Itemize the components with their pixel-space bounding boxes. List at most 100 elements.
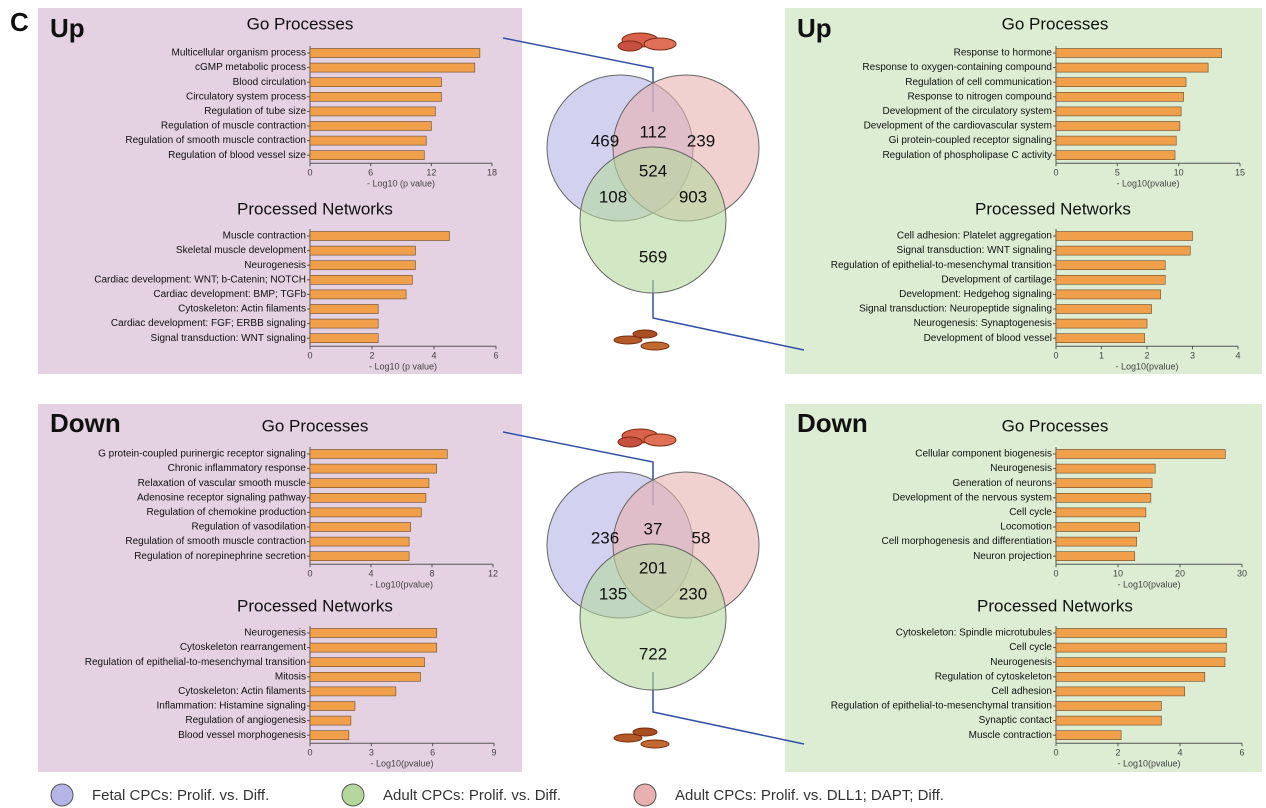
x-tick-label: 0	[1053, 168, 1058, 178]
category-label: Neurogenesis	[244, 628, 306, 639]
category-label: Cytoskeleton rearrangement	[180, 642, 306, 653]
x-tick-label: 0	[1053, 569, 1058, 579]
category-label: Regulation of norepinephrine secretion	[134, 551, 306, 562]
x-tick-label: 4	[368, 569, 373, 579]
x-tick-label: 0	[307, 748, 312, 758]
category-label: Development of the nervous system	[892, 492, 1052, 503]
bar	[309, 642, 438, 653]
chart-title: Go Processes	[247, 14, 354, 33]
category-label: Relaxation of vascular smooth muscle	[138, 478, 307, 489]
bar	[1055, 333, 1146, 344]
bar	[309, 304, 379, 314]
bar	[309, 522, 411, 532]
bar	[1055, 121, 1181, 131]
category-label: Regulation of epithelial-to-mesenchymal …	[85, 657, 306, 668]
category-label: Locomotion	[1000, 522, 1052, 533]
category-label: Skeletal muscle development	[176, 245, 306, 256]
x-tick-label: 30	[1237, 569, 1247, 579]
chart-title: Go Processes	[1002, 416, 1109, 435]
x-axis-label: - Log10(pvalue)	[1117, 759, 1180, 769]
category-label: Synaptic contact	[979, 715, 1053, 726]
cell-icons	[613, 32, 677, 749]
category-label: Development: Hedgehog signaling	[899, 289, 1052, 300]
bar	[309, 478, 430, 489]
category-label: Cytoskeleton: Spindle microtubules	[896, 628, 1052, 639]
category-label: Adenosine receptor signaling pathway	[137, 492, 306, 503]
bar	[309, 507, 422, 518]
bar	[1055, 260, 1166, 271]
category-label: Regulation of epithelial-to-mesenchymal …	[831, 260, 1052, 271]
chart-title: Processed Networks	[237, 199, 393, 218]
category-label: Inflammation: Histamine signaling	[156, 701, 306, 712]
bar	[309, 150, 425, 160]
x-tick-label: 3	[1190, 351, 1195, 361]
x-tick-label: 0	[1053, 351, 1058, 361]
category-label: Cytoskeleton: Actin filaments	[178, 304, 306, 315]
x-axis-label: - Log10(pvalue)	[370, 580, 433, 590]
venn-count: 201	[639, 558, 667, 577]
chart-title: Go Processes	[1002, 14, 1109, 33]
category-label: Signal transduction: Neuropeptide signal…	[859, 304, 1052, 315]
bar	[1055, 701, 1162, 711]
category-label: Regulation of tube size	[204, 106, 306, 117]
x-tick-label: 6	[493, 351, 498, 361]
x-tick-label: 0	[307, 569, 312, 579]
bar	[309, 318, 379, 329]
bar	[1055, 274, 1166, 285]
bar	[1055, 730, 1122, 741]
panel-bg	[38, 404, 522, 772]
bar	[309, 121, 432, 131]
category-label: Signal transduction: WNT signaling	[151, 333, 306, 344]
category-label: Regulation of chemokine production	[146, 507, 306, 518]
bar	[309, 274, 413, 285]
category-label: Response to oxygen-containing compound	[862, 62, 1052, 73]
bar	[1055, 463, 1156, 474]
venn-set	[579, 146, 727, 294]
bar	[1055, 449, 1226, 459]
bar	[1055, 628, 1227, 638]
x-tick-label: 2	[369, 351, 374, 361]
category-label: Mitosis	[275, 671, 306, 682]
bar	[309, 260, 416, 271]
legend-label: Adult CPCs: Prolif. vs. DLL1; DAPT; Diff…	[675, 787, 944, 804]
category-label: Cell adhesion	[991, 686, 1052, 697]
x-tick-label: 8	[429, 569, 434, 579]
x-tick-label: 12	[488, 569, 498, 579]
bar	[1055, 77, 1187, 87]
x-tick-label: 6	[1239, 748, 1244, 758]
panel-heading: Up	[797, 13, 832, 43]
bar	[1055, 106, 1182, 117]
bar	[1055, 245, 1191, 256]
category-label: Development of blood vessel	[924, 333, 1052, 344]
bar	[1055, 135, 1177, 146]
chart-title: Processed Networks	[977, 596, 1133, 615]
category-label: Cardiac development: BMP; TGFb	[153, 289, 306, 300]
bar	[309, 671, 421, 682]
category-label: Development of the circulatory system	[882, 106, 1052, 117]
legend-label: Adult CPCs: Prolif. vs. Diff.	[383, 787, 561, 804]
venn-count: 236	[591, 528, 619, 547]
x-tick-label: 6	[430, 748, 435, 758]
category-label: Regulation of cytoskeleton	[935, 671, 1052, 682]
bar	[309, 551, 410, 562]
venn-set	[579, 543, 727, 691]
x-tick-label: 10	[1113, 569, 1123, 579]
x-tick-label: 0	[307, 351, 312, 361]
venn-count: 135	[599, 584, 627, 603]
chart-title: Processed Networks	[975, 199, 1131, 218]
x-axis-label: - Log10(pvalue)	[1117, 580, 1180, 590]
bar	[309, 628, 438, 638]
bar	[1055, 318, 1148, 329]
category-label: Neurogenesis	[990, 657, 1052, 668]
x-tick-label: 4	[1177, 748, 1182, 758]
bar	[1055, 551, 1136, 562]
category-label: Blood vessel morphogenesis	[178, 730, 306, 741]
x-tick-label: 2	[1144, 351, 1149, 361]
bar	[1055, 686, 1185, 697]
legend-swatch	[50, 783, 74, 807]
category-label: Signal transduction: WNT signaling	[897, 245, 1052, 256]
category-label: Cardiac development: WNT; b-Catenin; NOT…	[94, 274, 306, 285]
x-axis-label: - Log10(pvalue)	[1115, 362, 1178, 372]
venn-count: 239	[687, 131, 715, 150]
